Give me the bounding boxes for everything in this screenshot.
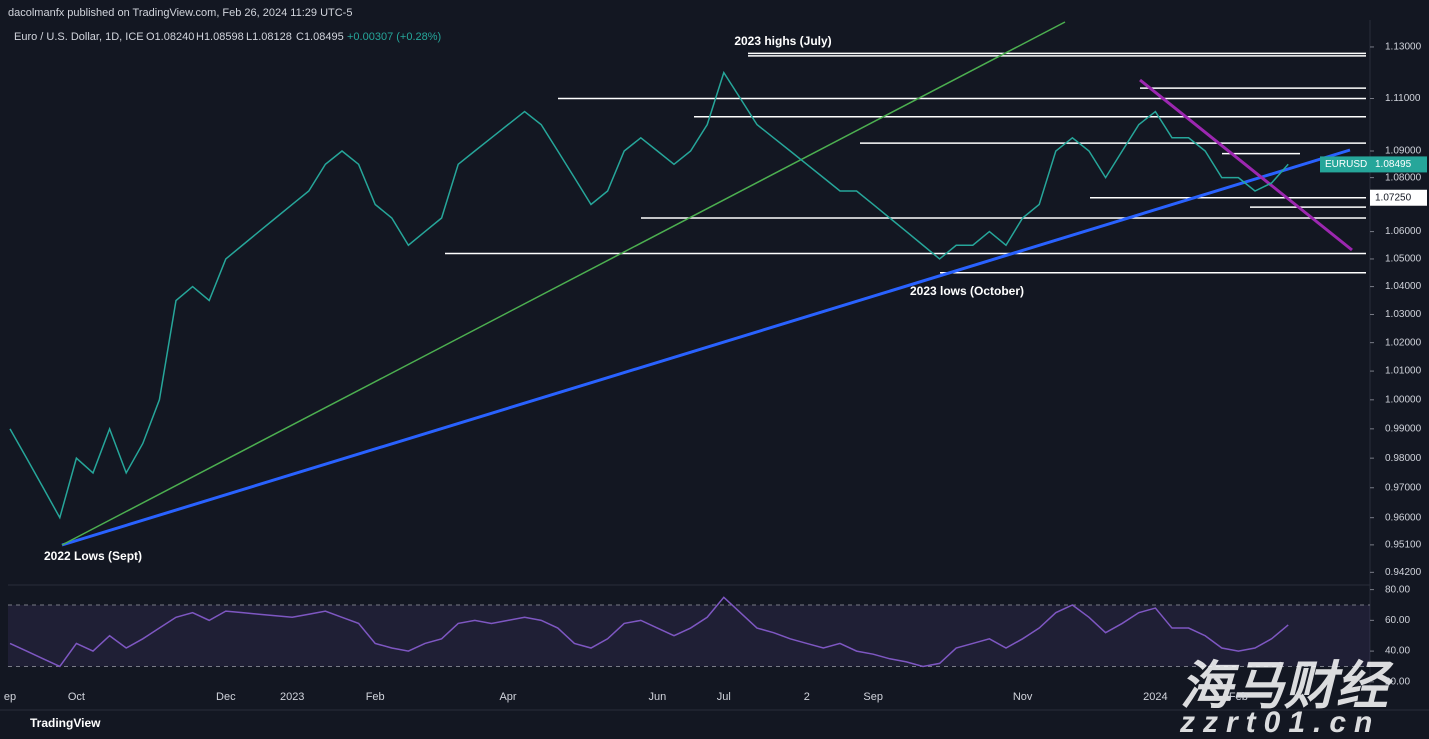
open: O1.08240 [146,31,194,43]
y-tick-label: 1.09000 [1385,146,1422,157]
y-tick-label: 1.04000 [1385,281,1422,292]
trend-line [1139,78,1353,252]
x-tick-label: ep [4,691,16,703]
price-tag-name: EURUSD [1325,159,1367,170]
y-tick-label: 1.06000 [1385,226,1422,237]
y-tick-label: 1.05000 [1385,254,1422,265]
x-tick-label: Jun [649,691,667,703]
x-tick-label: Dec [216,691,236,703]
series-line [9,70,1289,520]
x-tick-label: Feb [366,691,385,703]
y-tick-label: 1.08000 [1385,172,1422,183]
y-tick-label: 0.99000 [1385,423,1422,434]
y-tick-label: 1.01000 [1385,366,1422,377]
x-tick-label: Oct [68,691,85,703]
x-tick-label: Jul [717,691,731,703]
trend-line [61,21,1066,546]
y-tick-label: 20.00 [1385,676,1410,687]
rsi-band [8,604,1370,667]
y-tick-label: 80.00 [1385,584,1410,595]
price-tag-label: 1.08495 [1375,159,1412,170]
watermark-url: zzrt01.cn [1179,706,1380,739]
byline: dacolmanfx published on TradingView.com,… [8,7,352,19]
price-tag [1370,189,1427,206]
trend-line [61,148,1351,547]
close: C1.08495 [296,31,344,43]
x-tick-label: Feb [1229,691,1248,703]
annotation: 2022 Lows (Sept) [44,549,142,563]
annotation: 2023 lows (October) [910,284,1024,298]
x-tick-label: 2023 [280,691,304,703]
y-tick-label: 60.00 [1385,615,1410,626]
x-tick-label: Sep [863,691,883,703]
y-tick-label: 0.98000 [1385,453,1422,464]
watermark: 海马财经 [1180,658,1394,716]
change: +0.00307 (+0.28%) [347,31,441,43]
x-tick-label: 2024 [1143,691,1167,703]
y-tick-label: 40.00 [1385,646,1410,657]
symbol: Euro / U.S. Dollar, 1D, ICE [14,31,144,43]
annotation: 2023 highs (July) [734,34,831,48]
y-tick-label: 0.94200 [1385,567,1422,578]
y-tick-label: 1.00000 [1385,394,1422,405]
brand: TradingView [30,716,101,730]
price-tag [1320,156,1427,173]
y-tick-label: 1.11000 [1385,93,1421,104]
x-tick-label: 2 [804,691,810,703]
y-tick-label: 1.03000 [1385,309,1422,320]
price-tag-label: 1.07250 [1375,192,1412,203]
y-tick-label: 0.97000 [1385,482,1422,493]
x-tick-label: Apr [499,691,516,703]
x-tick-label: Nov [1013,691,1033,703]
high: H1.08598 [196,31,244,43]
y-tick-label: 0.96000 [1385,512,1422,523]
y-tick-label: 0.95100 [1385,540,1422,551]
low: L1.08128 [246,31,292,43]
y-tick-label: 1.13000 [1385,42,1422,53]
y-tick-label: 1.02000 [1385,337,1422,348]
series-line [9,596,1289,668]
